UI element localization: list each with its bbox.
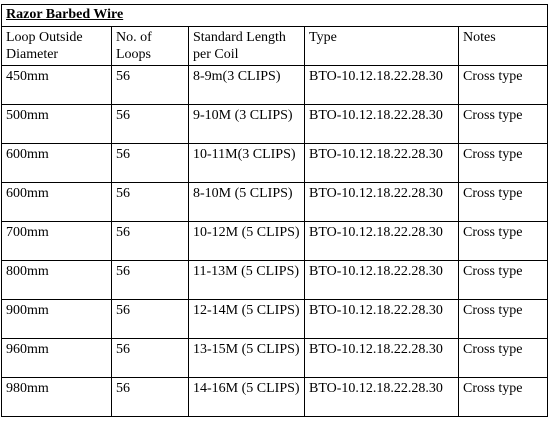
cell-length: 12-14M (5 CLIPS) xyxy=(188,299,305,339)
cell-loops: 56 xyxy=(111,143,189,183)
header-length: Standard Length per Coil xyxy=(188,26,305,66)
cell-loops: 56 xyxy=(111,65,189,105)
header-type: Type xyxy=(304,26,459,66)
cell-length: 11-13M (5 CLIPS) xyxy=(188,260,305,300)
cell-type: BTO-10.12.18.22.28.30 xyxy=(304,221,459,261)
cell-notes: Cross type xyxy=(458,182,548,222)
table-row: 450mm 56 8-9m(3 CLIPS) BTO-10.12.18.22.2… xyxy=(1,65,548,105)
cell-loops: 56 xyxy=(111,299,189,339)
cell-diameter: 600mm xyxy=(1,182,112,222)
cell-loops: 56 xyxy=(111,338,189,378)
cell-type: BTO-10.12.18.22.28.30 xyxy=(304,377,459,417)
cell-length: 14-16M (5 CLIPS) xyxy=(188,377,305,417)
cell-notes: Cross type xyxy=(458,338,548,378)
header-notes: Notes xyxy=(458,26,548,66)
cell-length: 10-11M(3 CLIPS) xyxy=(188,143,305,183)
table-row: 900mm 56 12-14M (5 CLIPS) BTO-10.12.18.2… xyxy=(1,299,548,339)
cell-loops: 56 xyxy=(111,260,189,300)
cell-type: BTO-10.12.18.22.28.30 xyxy=(304,143,459,183)
cell-length: 9-10M (3 CLIPS) xyxy=(188,104,305,144)
cell-length: 13-15M (5 CLIPS) xyxy=(188,338,305,378)
cell-notes: Cross type xyxy=(458,260,548,300)
cell-type: BTO-10.12.18.22.28.30 xyxy=(304,104,459,144)
cell-length: 10-12M (5 CLIPS) xyxy=(188,221,305,261)
cell-type: BTO-10.12.18.22.28.30 xyxy=(304,65,459,105)
cell-notes: Cross type xyxy=(458,377,548,417)
cell-notes: Cross type xyxy=(458,143,548,183)
table-row: 980mm 56 14-16M (5 CLIPS) BTO-10.12.18.2… xyxy=(1,377,548,417)
cell-notes: Cross type xyxy=(458,104,548,144)
cell-loops: 56 xyxy=(111,104,189,144)
cell-diameter: 700mm xyxy=(1,221,112,261)
table-row: 800mm 56 11-13M (5 CLIPS) BTO-10.12.18.2… xyxy=(1,260,548,300)
header-diameter: Loop Outside Diameter xyxy=(1,26,112,66)
table-title-cell: Razor Barbed Wire xyxy=(1,4,548,27)
cell-diameter: 900mm xyxy=(1,299,112,339)
cell-type: BTO-10.12.18.22.28.30 xyxy=(304,182,459,222)
cell-diameter: 800mm xyxy=(1,260,112,300)
cell-notes: Cross type xyxy=(458,299,548,339)
header-loops: No. of Loops xyxy=(111,26,189,66)
cell-diameter: 450mm xyxy=(1,65,112,105)
cell-notes: Cross type xyxy=(458,65,548,105)
cell-loops: 56 xyxy=(111,377,189,417)
cell-length: 8-9m(3 CLIPS) xyxy=(188,65,305,105)
header-row: Loop Outside Diameter No. of Loops Stand… xyxy=(1,26,548,66)
table-row: 960mm 56 13-15M (5 CLIPS) BTO-10.12.18.2… xyxy=(1,338,548,378)
spec-table: Razor Barbed Wire Loop Outside Diameter … xyxy=(1,4,548,417)
cell-length: 8-10M (5 CLIPS) xyxy=(188,182,305,222)
table-row: 600mm 56 10-11M(3 CLIPS) BTO-10.12.18.22… xyxy=(1,143,548,183)
cell-diameter: 960mm xyxy=(1,338,112,378)
cell-notes: Cross type xyxy=(458,221,548,261)
cell-type: BTO-10.12.18.22.28.30 xyxy=(304,299,459,339)
table-title: Razor Barbed Wire xyxy=(6,7,124,22)
cell-diameter: 600mm xyxy=(1,143,112,183)
cell-loops: 56 xyxy=(111,182,189,222)
table-row: 500mm 56 9-10M (3 CLIPS) BTO-10.12.18.22… xyxy=(1,104,548,144)
cell-type: BTO-10.12.18.22.28.30 xyxy=(304,338,459,378)
title-row: Razor Barbed Wire xyxy=(1,4,548,27)
cell-diameter: 980mm xyxy=(1,377,112,417)
cell-loops: 56 xyxy=(111,221,189,261)
table-row: 600mm 56 8-10M (5 CLIPS) BTO-10.12.18.22… xyxy=(1,182,548,222)
cell-type: BTO-10.12.18.22.28.30 xyxy=(304,260,459,300)
table-row: 700mm 56 10-12M (5 CLIPS) BTO-10.12.18.2… xyxy=(1,221,548,261)
cell-diameter: 500mm xyxy=(1,104,112,144)
